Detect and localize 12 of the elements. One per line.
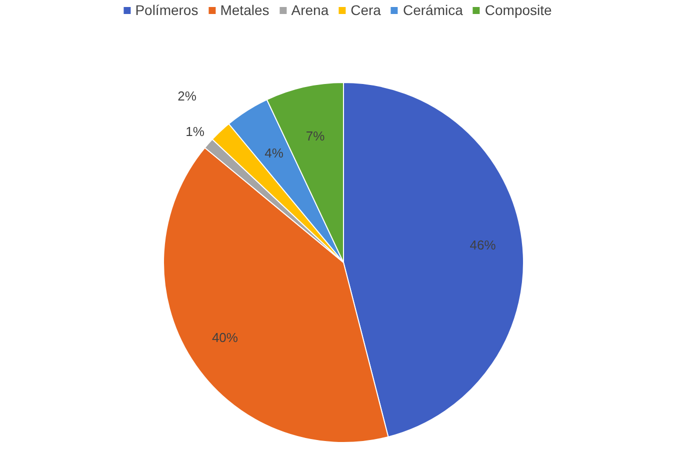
data-label: 4% xyxy=(264,146,284,161)
data-label: 1% xyxy=(186,124,205,140)
data-label: 7% xyxy=(306,128,326,144)
legend-label: Metales xyxy=(220,2,270,18)
legend-label: Composite xyxy=(484,2,552,18)
legend-label: Cera xyxy=(350,2,381,18)
data-label: 2% xyxy=(178,88,197,104)
data-label: 46% xyxy=(470,237,496,252)
legend-label: Arena xyxy=(291,2,329,18)
legend-label: Polímeros xyxy=(135,2,198,18)
data-label: 40% xyxy=(212,330,238,346)
legend-label: Cerámica xyxy=(402,2,463,18)
